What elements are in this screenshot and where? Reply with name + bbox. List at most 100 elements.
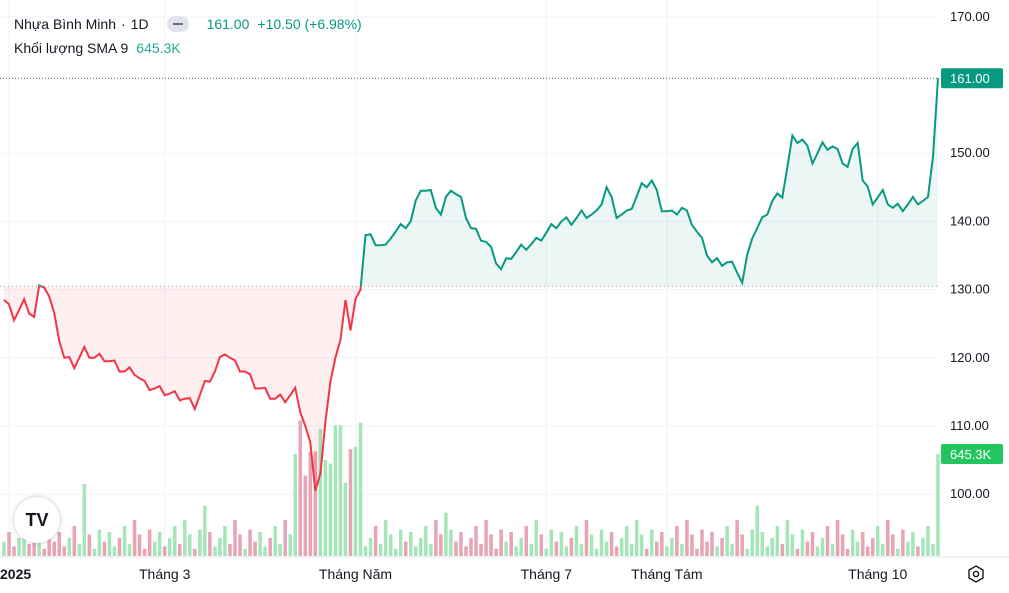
volume-bar — [67, 538, 72, 556]
volume-bar — [715, 546, 719, 556]
last-price-badge-label: 161.00 — [950, 71, 990, 86]
volume-bar — [127, 544, 132, 556]
collapse-legend-icon[interactable] — [166, 16, 189, 32]
volume-bar — [820, 538, 825, 556]
volume-bar — [22, 526, 26, 556]
volume-bar — [639, 534, 644, 556]
volume-bar — [424, 526, 428, 556]
volume-bar — [690, 534, 694, 556]
volume-bar — [414, 546, 418, 556]
volume-bar — [57, 532, 61, 556]
volume-bar — [675, 526, 679, 556]
y-tick-label: 130.00 — [950, 282, 990, 297]
volume-bar — [12, 546, 16, 556]
volume-bar — [860, 532, 865, 556]
volume-bar — [419, 538, 423, 556]
volume-bar — [313, 451, 318, 556]
volume-bar — [850, 529, 855, 556]
volume-indicator-label[interactable]: Khối lượng SMA 9 — [14, 40, 129, 56]
volume-row: Khối lượng SMA 9 645.3K — [14, 36, 362, 60]
volume-bar — [875, 526, 880, 556]
volume-bar — [544, 548, 549, 556]
volume-bar — [921, 538, 925, 556]
volume-bar — [152, 541, 157, 556]
volume-bar — [559, 532, 564, 556]
volume-bar — [258, 532, 262, 556]
volume-bar — [137, 534, 142, 556]
volume-bar — [122, 526, 127, 556]
last-price: 161.00 — [206, 16, 250, 32]
volume-bar — [107, 532, 112, 556]
symbol-name[interactable]: Nhựa Bình Minh — [14, 16, 116, 32]
volume-bar — [293, 454, 298, 556]
last-volume-badge-label: 645.3K — [950, 447, 992, 462]
volume-bar — [775, 526, 780, 556]
chart-legend: Nhựa Bình Minh · 1D 161.00 +10.50 (+6.98… — [14, 12, 362, 60]
volume-bar — [574, 526, 579, 556]
volume-bar — [584, 520, 589, 556]
volume-bar — [835, 520, 840, 556]
volume-bar — [358, 422, 363, 556]
last-volume-badge — [941, 444, 1003, 464]
volume-bar — [268, 538, 272, 556]
volume-bar — [298, 420, 303, 556]
volume-bar — [484, 520, 488, 556]
volume-bar — [393, 548, 398, 556]
y-tick-label: 150.00 — [950, 145, 990, 160]
volume-bar — [102, 541, 107, 556]
volume-bar — [318, 428, 323, 556]
volume-bar — [765, 546, 770, 556]
volume-bar — [855, 541, 860, 556]
volume-bar — [278, 544, 282, 556]
volume-bar — [886, 520, 890, 556]
volume-bar — [665, 546, 669, 556]
y-axis: 170.00 150.00 140.00 130.00 120.00 110.00 100.… — [941, 9, 1003, 501]
volume-bar — [157, 532, 162, 556]
volume-bar — [865, 546, 870, 556]
volume-bar — [479, 544, 483, 556]
volume-bar — [599, 529, 604, 556]
volume-bar — [504, 541, 508, 556]
volume-bar — [569, 538, 574, 556]
volume-bar — [896, 548, 900, 556]
interval-label[interactable]: 1D — [130, 16, 149, 32]
volume-bar — [52, 541, 56, 556]
symbol-row: Nhựa Bình Minh · 1D 161.00 +10.50 (+6.98… — [14, 12, 362, 36]
area-above-baseline — [4, 78, 938, 287]
volume-bar — [398, 529, 403, 556]
volume-bar — [403, 541, 408, 556]
volume-bar — [238, 534, 242, 556]
tradingview-logo-icon[interactable]: TV — [14, 497, 60, 543]
volume-bar — [800, 529, 805, 556]
y-tick-label: 120.00 — [950, 350, 990, 365]
volume-bar — [142, 548, 147, 556]
volume-bar — [243, 548, 247, 556]
volume-bar — [634, 520, 639, 556]
volume-bar — [609, 532, 614, 556]
volume-bar — [198, 529, 202, 556]
volume-bar — [680, 544, 684, 556]
volume-bar — [499, 529, 503, 556]
volume-bar — [373, 526, 378, 556]
volume-bar — [112, 546, 117, 556]
volume-bar — [248, 529, 252, 556]
volume-bar — [388, 534, 393, 556]
volume-bar — [27, 544, 31, 556]
price-line-down — [3, 286, 362, 492]
volume-bar — [454, 541, 458, 556]
volume-bar — [629, 544, 634, 556]
volume-bar — [233, 520, 237, 556]
volume-bar — [554, 541, 559, 556]
volume-bar — [183, 520, 187, 556]
volume-bar — [303, 475, 308, 556]
volume-bar — [494, 548, 498, 556]
volume-bar — [223, 526, 227, 556]
volume-bar — [203, 505, 207, 556]
settings-hexagon-icon[interactable] — [966, 564, 986, 584]
y-tick-label: 110.00 — [950, 418, 989, 433]
volume-bar — [805, 541, 810, 556]
volume-bar — [408, 532, 413, 556]
volume-bar — [273, 526, 277, 556]
volume-bar — [429, 544, 433, 556]
